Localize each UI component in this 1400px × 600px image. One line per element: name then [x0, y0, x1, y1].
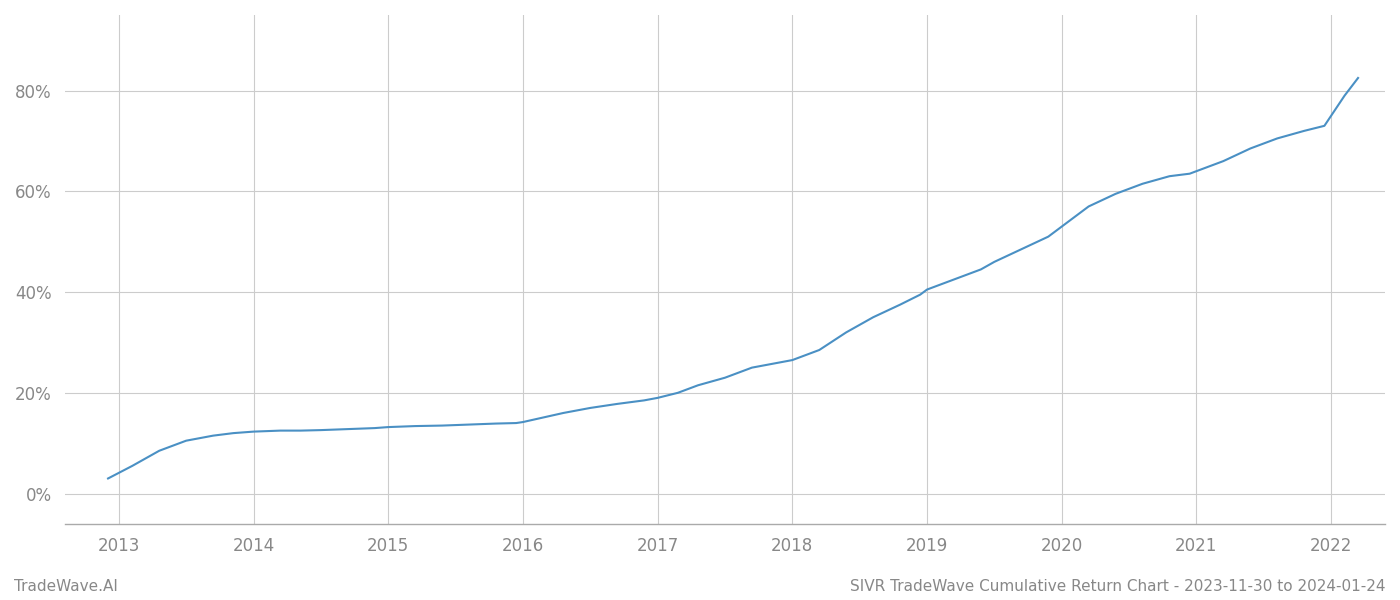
- Text: TradeWave.AI: TradeWave.AI: [14, 579, 118, 594]
- Text: SIVR TradeWave Cumulative Return Chart - 2023-11-30 to 2024-01-24: SIVR TradeWave Cumulative Return Chart -…: [851, 579, 1386, 594]
